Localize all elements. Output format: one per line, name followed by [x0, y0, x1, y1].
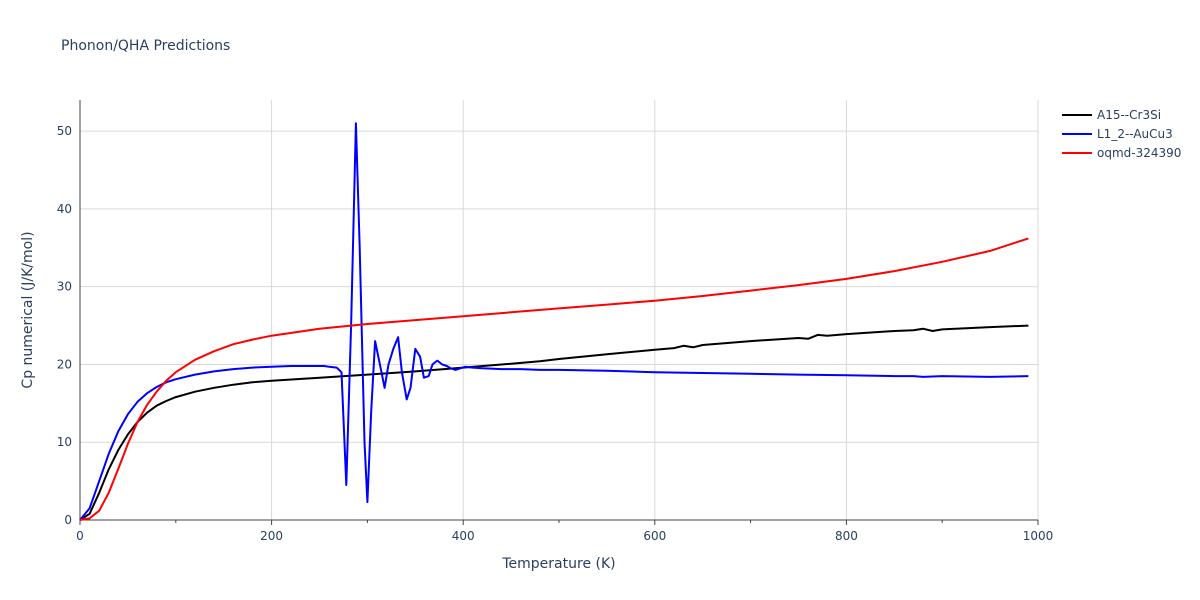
x-tick-label: 1000	[1023, 529, 1054, 543]
legend-label: L1_2--AuCu3	[1097, 127, 1173, 141]
legend-item-2[interactable]: oqmd-324390	[1062, 146, 1181, 160]
grid	[80, 100, 1039, 520]
legend-item-1[interactable]: L1_2--AuCu3	[1062, 127, 1173, 141]
axes: 0 200 400 600 800 1000 0 10 20 30 40 50	[57, 100, 1054, 543]
x-tick-label: 400	[452, 529, 475, 543]
series-layer	[79, 122, 1029, 521]
x-axis-title: Temperature (K)	[501, 556, 615, 572]
legend-label: oqmd-324390	[1097, 146, 1181, 160]
x-tick-label: 800	[835, 529, 858, 543]
x-tick-label: 200	[260, 529, 283, 543]
y-tick-label: 50	[57, 124, 72, 138]
legend-item-0[interactable]: A15--Cr3Si	[1062, 108, 1161, 122]
y-tick-label: 40	[57, 202, 72, 216]
x-tick-label: 0	[76, 529, 84, 543]
series-line-0	[79, 324, 1029, 521]
series-line-2	[79, 237, 1029, 521]
y-tick-label: 10	[57, 435, 72, 449]
y-tick-label: 0	[64, 513, 72, 527]
x-tick-label: 600	[643, 529, 666, 543]
y-axis-title: Cp numerical (J/K/mol)	[20, 231, 36, 388]
series-line-1	[79, 122, 1029, 521]
y-tick-label: 20	[57, 357, 72, 371]
legend-label: A15--Cr3Si	[1097, 108, 1161, 122]
y-tick-label: 30	[57, 280, 72, 294]
legend[interactable]: A15--Cr3Si L1_2--AuCu3 oqmd-324390	[1062, 108, 1181, 160]
chart-title: Phonon/QHA Predictions	[61, 38, 230, 54]
